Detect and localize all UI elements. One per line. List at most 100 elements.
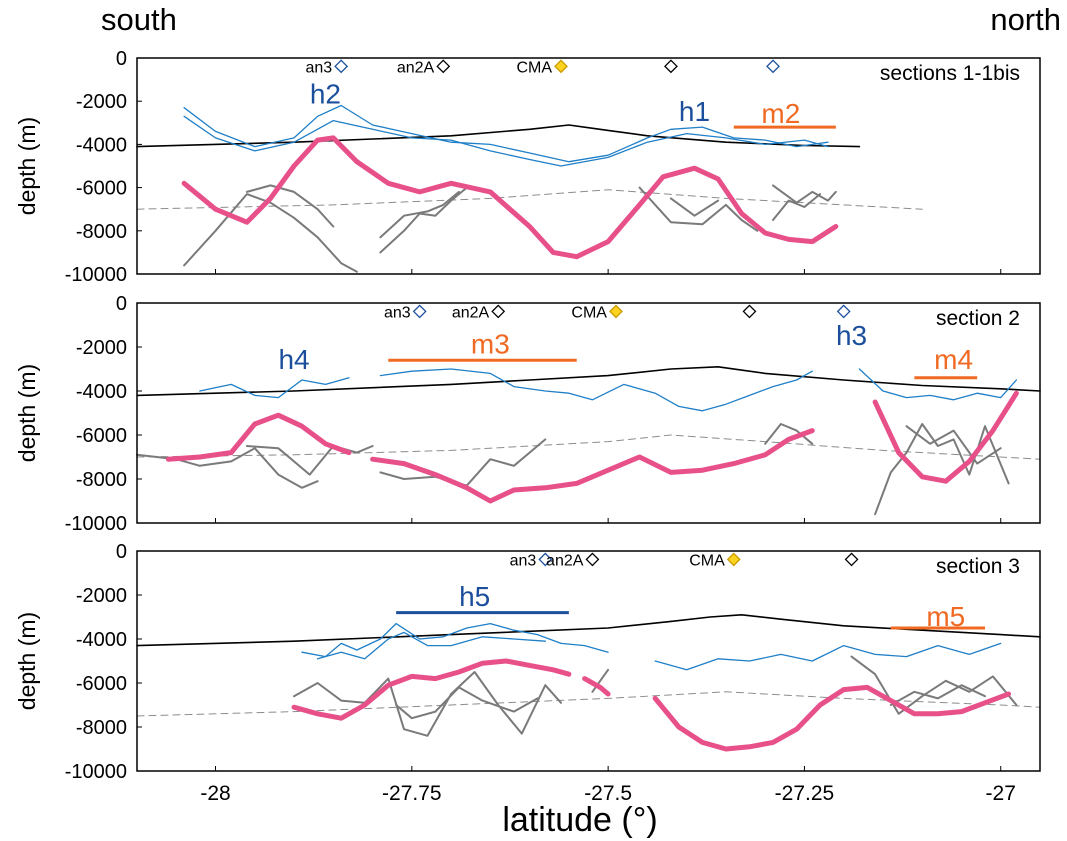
station-marker-icon	[491, 304, 506, 319]
grey-series-line	[764, 423, 814, 445]
dashed-series-line	[136, 691, 1041, 717]
y-tick-label: -10000	[65, 264, 127, 286]
section-title: section 3	[936, 555, 1020, 578]
station-marker-icon	[585, 552, 600, 567]
y-tick-label: -2000	[76, 337, 127, 359]
blue-series-line	[183, 115, 829, 167]
section-panel: 0 -2000 -4000 -6000 -8000 -10000 depth (m) an3 a…	[14, 48, 1041, 286]
y-tick-label: -10000	[65, 761, 127, 783]
station-marker-icon	[412, 304, 427, 319]
grey-series-line	[591, 668, 610, 693]
station-marker-icon	[436, 59, 451, 74]
south-label: south	[101, 2, 177, 37]
pink-series-line	[370, 428, 815, 504]
panel-frame	[136, 57, 1041, 275]
feature-label: h3	[836, 320, 867, 351]
grey-series-line	[245, 184, 335, 228]
y-tick-label: -8000	[76, 717, 127, 739]
feature-label: m2	[761, 98, 800, 129]
blue-series-line	[199, 377, 350, 399]
station-marker-icon	[664, 59, 678, 74]
station-marker-icon	[844, 552, 859, 567]
station-label: an3	[384, 304, 411, 321]
y-tick-label: 0	[116, 293, 127, 315]
x-tick-label: -27	[986, 782, 1016, 805]
pink-series-line	[291, 658, 572, 721]
station-marker-icon	[334, 59, 349, 74]
section-title: sections 1-1bis	[880, 62, 1020, 85]
pink-series-line	[181, 135, 839, 260]
grey-series-line	[379, 186, 468, 254]
pink-series-line	[652, 684, 1012, 752]
y-tick-label: -6000	[76, 178, 127, 200]
station-label: an3	[305, 59, 332, 76]
grey-series-line	[772, 184, 837, 204]
y-tick-label: -8000	[76, 221, 127, 243]
feature-label: h2	[310, 79, 341, 110]
grey-series-line	[379, 190, 460, 239]
feature-label: m3	[471, 329, 510, 360]
y-tick-label: -8000	[76, 469, 127, 491]
y-axis-label: depth (m)	[14, 612, 40, 710]
station-label: CMA	[571, 304, 607, 321]
station-marker-icon	[554, 59, 568, 74]
y-axis-label: depth (m)	[14, 117, 40, 215]
x-tick-label: -27.25	[775, 782, 835, 805]
y-tick-label: -6000	[76, 673, 127, 695]
grey-series-line	[850, 655, 1018, 715]
station-label: an2A	[452, 304, 490, 321]
panel-frame	[136, 302, 1041, 524]
y-tick-label: -6000	[76, 425, 127, 447]
blue-series-line	[379, 368, 813, 412]
y-tick-label: 0	[116, 541, 127, 563]
feature-label: h5	[459, 581, 490, 612]
x-tick-label: -27.5	[584, 782, 632, 805]
blue-series-line	[858, 368, 1018, 401]
y-tick-label: -4000	[76, 134, 127, 156]
station-marker-icon	[836, 304, 851, 319]
station-label: CMA	[689, 552, 725, 569]
blue-series-line	[183, 104, 829, 163]
grey-series-line	[395, 686, 539, 720]
grey-series-line	[245, 445, 374, 476]
station-marker-icon	[726, 552, 741, 567]
blue-series-line	[316, 631, 546, 660]
station-marker-icon	[742, 304, 757, 319]
section-panel: 0 -2000 -4000 -6000 -8000 -10000 depth (m) -28 -…	[14, 541, 1041, 805]
x-tick-label: -28	[200, 782, 230, 805]
station-label: an2A	[546, 552, 584, 569]
station-marker-icon	[609, 304, 623, 319]
y-axis-label: depth (m)	[14, 364, 40, 462]
y-tick-label: -2000	[76, 91, 127, 113]
grey-series-line	[183, 193, 358, 273]
station-marker-icon	[538, 552, 553, 567]
north-label: north	[990, 2, 1061, 37]
grey-series-line	[772, 193, 822, 221]
grey-series-line	[874, 423, 1010, 516]
blue-series-line	[301, 622, 609, 658]
y-tick-label: -10000	[65, 513, 127, 535]
feature-label: h4	[278, 344, 309, 375]
section-panel: 0 -2000 -4000 -6000 -8000 -10000 depth (m) an3 a…	[14, 293, 1041, 535]
pink-series-line	[165, 412, 352, 462]
feature-label: h1	[679, 96, 710, 127]
grey-series-line	[379, 438, 547, 487]
grey-series-line	[293, 671, 562, 737]
x-axis-title: latitude (°)	[502, 801, 657, 839]
x-tick-label: -27.75	[382, 782, 442, 805]
y-tick-label: -2000	[76, 585, 127, 607]
pink-series-line	[582, 676, 611, 697]
grey-series-line	[669, 197, 720, 217]
station-marker-icon	[766, 59, 780, 74]
section-title: section 2	[936, 307, 1020, 330]
station-label: an3	[510, 552, 537, 569]
feature-label: m4	[934, 344, 973, 375]
station-label: CMA	[516, 59, 552, 76]
station-label: an2A	[397, 59, 435, 76]
dashed-series-line	[136, 189, 923, 210]
grey-series-line	[638, 186, 759, 232]
blue-series-line	[654, 642, 1002, 671]
feature-label: m5	[926, 601, 965, 632]
grey-series-line	[889, 684, 986, 706]
